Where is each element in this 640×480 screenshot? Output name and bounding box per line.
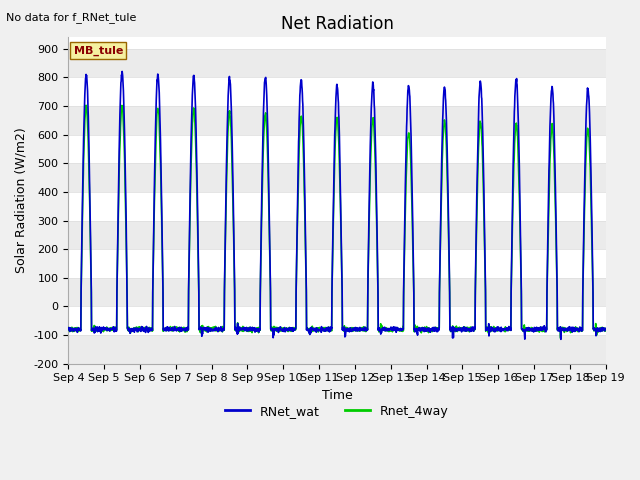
Rnet_4way [602,326,609,332]
Bar [68,306,605,335]
Title: Net Radiation: Net Radiation [280,15,394,33]
RNet_wat [493,324,501,330]
Rnet_4way [214,326,222,332]
Line: RNet_wat: RNet_wat [68,72,605,339]
Rnet_4way [570,325,577,331]
Rnet_4way [82,102,90,108]
Rnet_4way [353,326,360,332]
RNet_wat [555,326,563,332]
Bar [68,278,605,306]
X-axis label: Time: Time [322,389,353,402]
RNet_wat [602,325,609,331]
RNet_wat [214,324,222,330]
Bar [68,106,605,135]
Text: MB_tule: MB_tule [74,46,123,56]
Legend: RNet_wat, Rnet_4way: RNet_wat, Rnet_4way [220,400,454,423]
Bar [68,135,605,163]
RNet_wat [557,336,564,342]
Rnet_4way [555,327,563,333]
RNet_wat [570,328,577,334]
Bar [68,49,605,77]
RNet_wat [364,258,372,264]
Bar [68,163,605,192]
Y-axis label: Solar Radiation (W/m2): Solar Radiation (W/m2) [15,128,28,274]
Rnet_4way [364,265,372,271]
Rnet_4way [493,325,501,331]
Rnet_4way [557,336,564,341]
Text: No data for f_RNet_tule: No data for f_RNet_tule [6,12,137,23]
Bar [68,192,605,221]
Rnet_4way [65,325,72,331]
RNet_wat [118,69,126,74]
Line: Rnet_4way: Rnet_4way [68,105,605,338]
Bar [68,335,605,364]
RNet_wat [353,325,360,331]
Bar [68,249,605,278]
Bar [68,221,605,249]
Bar [68,77,605,106]
RNet_wat [65,326,72,332]
